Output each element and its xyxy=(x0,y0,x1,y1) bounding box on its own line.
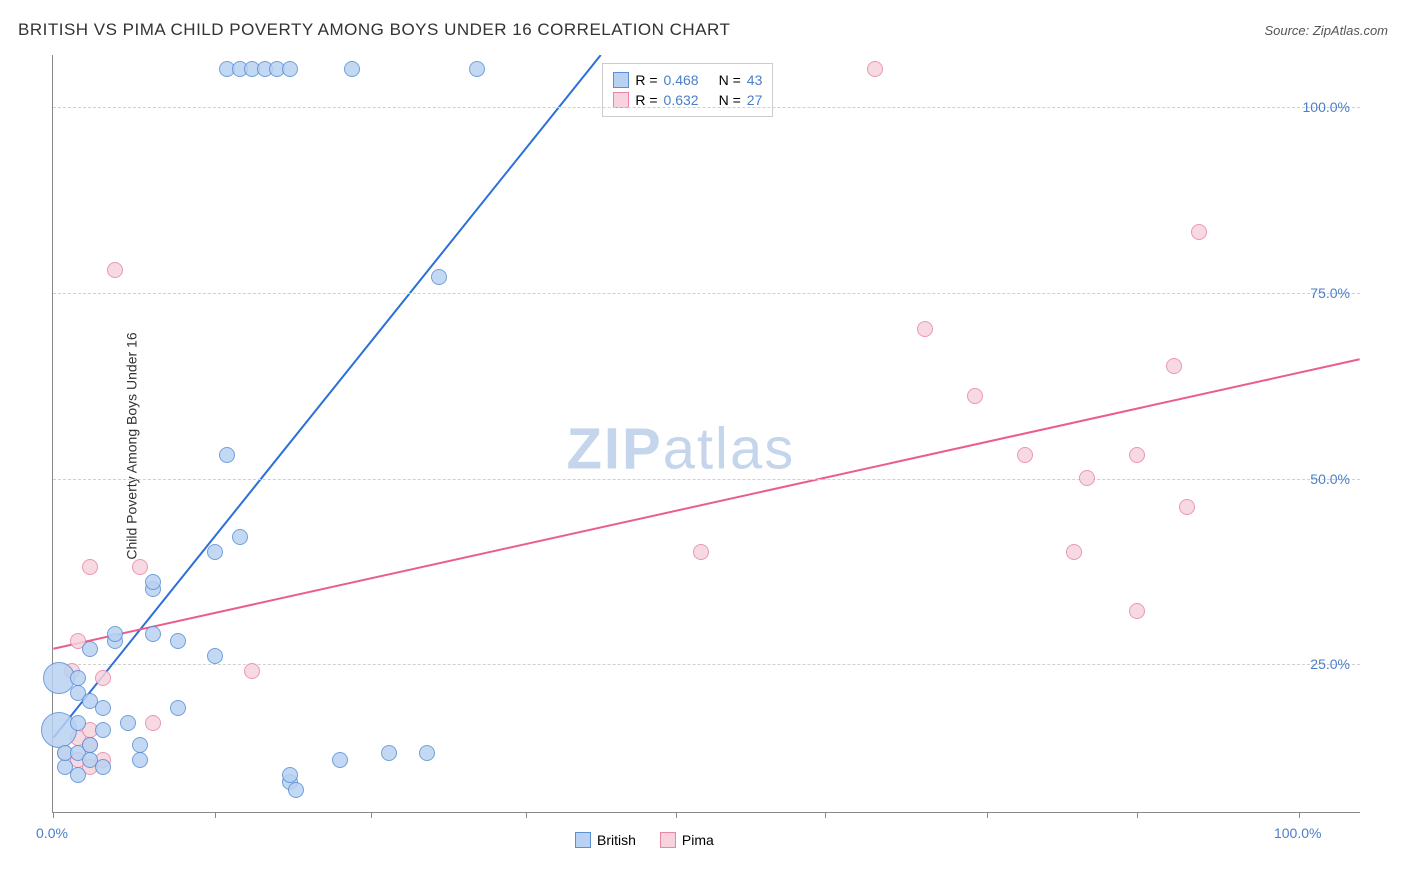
series-legend: British Pima xyxy=(575,832,714,848)
x-tick xyxy=(676,812,677,818)
data-point-pima xyxy=(1166,358,1182,374)
data-point-british xyxy=(170,633,186,649)
data-point-british xyxy=(419,745,435,761)
legend-item-british: British xyxy=(575,832,636,848)
n-value-british: 43 xyxy=(747,72,763,88)
data-point-pima xyxy=(1066,544,1082,560)
data-point-pima xyxy=(867,61,883,77)
gridline xyxy=(53,293,1360,294)
y-tick-label: 25.0% xyxy=(1310,656,1350,672)
data-point-british xyxy=(207,544,223,560)
trend-line-british xyxy=(53,55,600,738)
data-point-british xyxy=(431,269,447,285)
data-point-british xyxy=(282,767,298,783)
title-bar: BRITISH VS PIMA CHILD POVERTY AMONG BOYS… xyxy=(18,20,1388,40)
x-tick xyxy=(825,812,826,818)
data-point-british xyxy=(288,782,304,798)
swatch-pima xyxy=(660,832,676,848)
data-point-pima xyxy=(82,559,98,575)
trend-line-pima xyxy=(53,359,1359,648)
data-point-british xyxy=(107,626,123,642)
data-point-british xyxy=(381,745,397,761)
legend-item-pima: Pima xyxy=(660,832,714,848)
data-point-british xyxy=(170,700,186,716)
data-point-british xyxy=(82,737,98,753)
data-point-british xyxy=(332,752,348,768)
scatter-plot-area: ZIPatlas R = 0.468 N = 43 R = 0.632 N = … xyxy=(52,55,1360,813)
r-label: R = xyxy=(635,72,657,88)
y-tick-label: 75.0% xyxy=(1310,285,1350,301)
data-point-pima xyxy=(967,388,983,404)
r-label: R = xyxy=(635,92,657,108)
data-point-british xyxy=(95,722,111,738)
data-point-pima xyxy=(1129,603,1145,619)
r-value-pima: 0.632 xyxy=(664,92,699,108)
x-tick xyxy=(215,812,216,818)
data-point-pima xyxy=(693,544,709,560)
data-point-british xyxy=(207,648,223,664)
data-point-pima xyxy=(107,262,123,278)
data-point-british xyxy=(70,715,86,731)
data-point-pima xyxy=(145,715,161,731)
legend-label-pima: Pima xyxy=(682,832,714,848)
data-point-pima xyxy=(1191,224,1207,240)
data-point-pima xyxy=(1017,447,1033,463)
watermark-bold: ZIP xyxy=(566,417,662,482)
chart-title: BRITISH VS PIMA CHILD POVERTY AMONG BOYS… xyxy=(18,20,730,40)
swatch-british xyxy=(613,72,629,88)
data-point-british xyxy=(344,61,360,77)
x-tick-label: 100.0% xyxy=(1274,825,1321,841)
trend-lines-svg xyxy=(53,55,1360,812)
data-point-pima xyxy=(1179,499,1195,515)
data-point-british xyxy=(219,447,235,463)
legend-row-british: R = 0.468 N = 43 xyxy=(613,70,762,90)
x-tick xyxy=(1299,812,1300,818)
data-point-british xyxy=(82,641,98,657)
data-point-british xyxy=(282,61,298,77)
data-point-pima xyxy=(132,559,148,575)
x-tick xyxy=(53,812,54,818)
data-point-british xyxy=(120,715,136,731)
data-point-british xyxy=(70,670,86,686)
data-point-pima xyxy=(244,663,260,679)
data-point-pima xyxy=(1079,470,1095,486)
x-tick xyxy=(1137,812,1138,818)
correlation-legend: R = 0.468 N = 43 R = 0.632 N = 27 xyxy=(602,63,773,117)
gridline xyxy=(53,107,1360,108)
swatch-british xyxy=(575,832,591,848)
data-point-pima xyxy=(95,670,111,686)
data-point-british xyxy=(95,759,111,775)
data-point-british xyxy=(469,61,485,77)
swatch-pima xyxy=(613,92,629,108)
legend-label-british: British xyxy=(597,832,636,848)
gridline xyxy=(53,479,1360,480)
data-point-british xyxy=(132,737,148,753)
y-tick-label: 50.0% xyxy=(1310,471,1350,487)
data-point-british xyxy=(132,752,148,768)
x-tick xyxy=(526,812,527,818)
n-label: N = xyxy=(719,72,741,88)
y-tick-label: 100.0% xyxy=(1303,99,1350,115)
data-point-pima xyxy=(1129,447,1145,463)
x-tick-label: 0.0% xyxy=(36,825,68,841)
n-value-pima: 27 xyxy=(747,92,763,108)
data-point-british xyxy=(95,700,111,716)
watermark: ZIPatlas xyxy=(566,416,795,483)
x-tick xyxy=(371,812,372,818)
data-point-british xyxy=(70,767,86,783)
data-point-british xyxy=(232,529,248,545)
data-point-british xyxy=(145,574,161,590)
watermark-light: atlas xyxy=(663,417,796,482)
source-attribution: Source: ZipAtlas.com xyxy=(1264,23,1388,38)
x-tick xyxy=(987,812,988,818)
data-point-pima xyxy=(917,321,933,337)
r-value-british: 0.468 xyxy=(664,72,699,88)
data-point-british xyxy=(145,626,161,642)
n-label: N = xyxy=(719,92,741,108)
